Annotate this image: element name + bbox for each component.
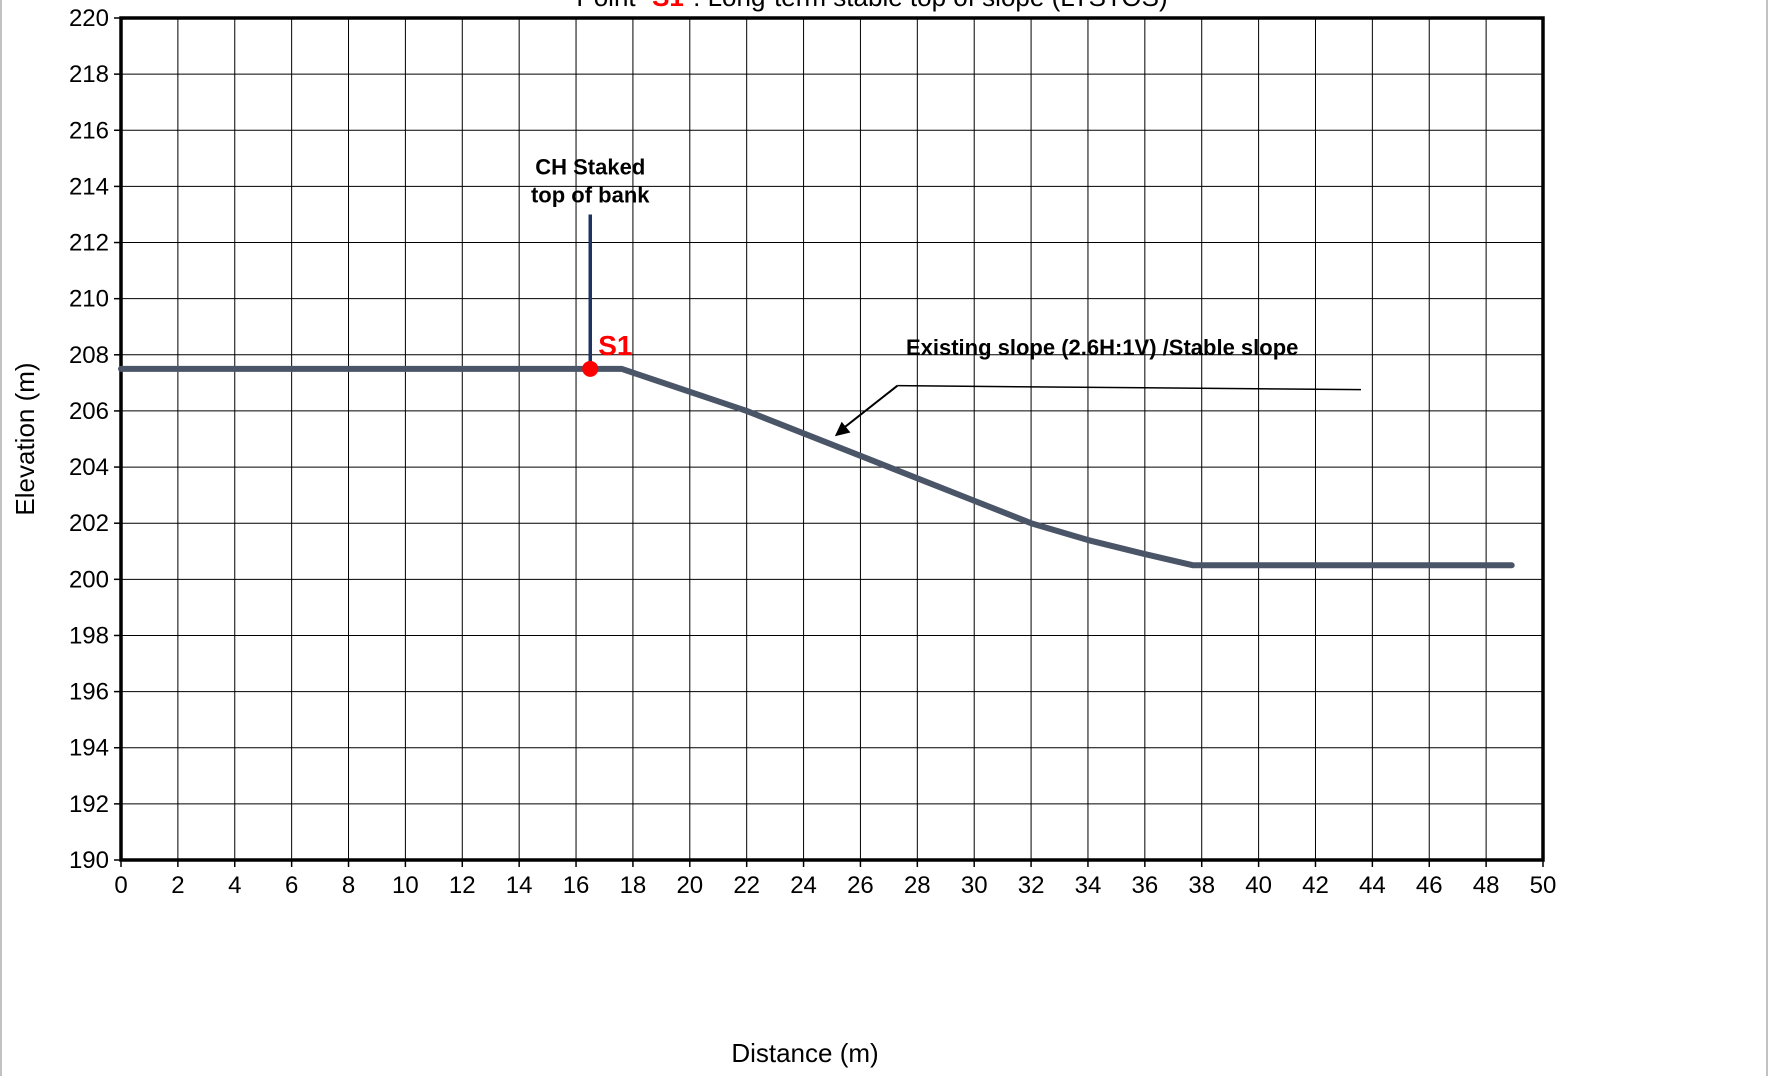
x-tick-label: 34 (1075, 872, 1102, 899)
y-tick-label: 212 (69, 230, 109, 257)
x-tick-label: 50 (1530, 872, 1557, 899)
x-tick-label: 36 (1131, 872, 1158, 899)
x-tick-label: 16 (563, 872, 590, 899)
x-tick-label: 10 (392, 872, 419, 899)
x-tick-label: 32 (1018, 872, 1045, 899)
staked-label-line1: CH Staked (535, 154, 645, 179)
chart-title-suffix: ": Long-term stable top of slope (LTSTOS… (684, 0, 1168, 12)
annotations-layer: CH Staked top of bank Existing slope (2.… (531, 154, 1361, 437)
x-tick-label: 14 (506, 872, 533, 899)
y-tick-label: 202 (69, 510, 109, 537)
x-tick-label: 4 (228, 872, 241, 899)
slope-label-underline (897, 384, 1361, 391)
y-tick-label: 196 (69, 679, 109, 706)
x-tick-label: 30 (961, 872, 988, 899)
x-tick-label: 40 (1245, 872, 1272, 899)
slope-label-arrowhead (834, 421, 851, 437)
x-tick-label: 12 (449, 872, 476, 899)
series-layer (118, 214, 1515, 569)
chart-title-point: S1 (652, 0, 684, 12)
axes (114, 16, 1545, 867)
y-tick-label: 198 (69, 622, 109, 649)
y-tick-label: 210 (69, 286, 109, 313)
x-tick-labels: 0 2 4 6 8 10 12 14 16 18 20 22 24 26 28 30 32 34 36 38 40 42 4… (114, 872, 1556, 899)
slope-label-leader (840, 384, 899, 431)
grid-lines (120, 17, 1544, 861)
x-tick-label: 8 (342, 872, 355, 899)
x-tick-label: 18 (620, 872, 647, 899)
y-tick-label: 214 (69, 173, 109, 200)
staked-label-line2: top of bank (531, 182, 650, 207)
x-tick-label: 22 (733, 872, 760, 899)
s1-marker-point (582, 360, 599, 377)
s1-marker-label: S1 (598, 330, 632, 361)
y-tick-label: 190 (69, 847, 109, 874)
x-tick-label: 46 (1416, 872, 1443, 899)
y-tick-labels: 190 192 194 196 198 200 202 204 206 208 210 212 214 2… (69, 5, 109, 874)
x-tick-label: 20 (676, 872, 703, 899)
y-tick-label: 206 (69, 398, 109, 425)
x-tick-label: 28 (904, 872, 931, 899)
x-tick-label: 44 (1359, 872, 1386, 899)
y-tick-label: 204 (69, 454, 109, 481)
x-tick-label: 38 (1188, 872, 1215, 899)
x-tick-label: 42 (1302, 872, 1329, 899)
y-tick-label: 216 (69, 117, 109, 144)
x-tick-label: 24 (790, 872, 817, 899)
y-tick-label: 218 (69, 61, 109, 88)
y-tick-label: 194 (69, 735, 109, 762)
x-tick-label: 6 (285, 872, 298, 899)
y-tick-label: 220 (69, 5, 109, 32)
plot-area-frame (119, 16, 1545, 862)
x-tick-label: 2 (171, 872, 184, 899)
x-axis-label: Distance (m) (731, 1038, 878, 1068)
chart-title-prefix: Point " (576, 0, 652, 12)
y-tick-label: 192 (69, 791, 109, 818)
slope-label: Existing slope (2.6H:1V) /Stable slope (906, 335, 1298, 360)
y-tick-label: 200 (69, 566, 109, 593)
slope-profile-line (118, 365, 1515, 569)
x-tick-label: 0 (114, 872, 127, 899)
x-tick-label: 48 (1473, 872, 1500, 899)
y-tick-label: 208 (69, 342, 109, 369)
y-axis-label: Elevation (m) (10, 362, 40, 515)
x-tick-label: 26 (847, 872, 874, 899)
chart-title: Point "S1": Long-term stable top of slop… (576, 0, 1167, 12)
